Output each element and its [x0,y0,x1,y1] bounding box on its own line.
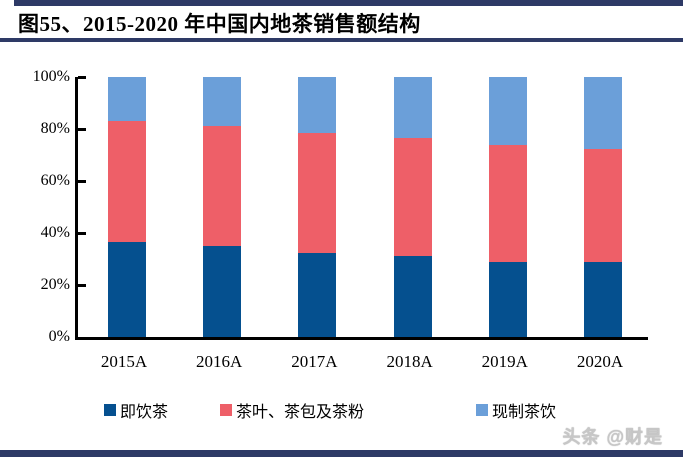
legend-item: 即饮茶 [104,398,168,422]
watermark: 头条 @财是 [562,427,663,447]
bar-segment [393,138,432,257]
bar-segment [203,77,242,127]
legend-label: 即饮茶 [120,404,169,421]
x-axis-tick-label: 2020A [576,352,624,371]
bar-segment [584,261,622,337]
bar-segment [393,77,432,139]
bottom-rule [0,450,683,457]
x-axis-tick-label: 2016A [196,352,243,371]
x-axis-tick-label: 2015A [100,352,148,371]
x-axis-tick-label: 2017A [291,352,338,371]
y-axis-tick-label: 100% [32,68,70,85]
chart-legend: 即饮茶 茶叶、茶包及茶粉 现制茶饮 [104,399,556,421]
bar-stack-2017a [298,77,337,337]
y-axis-tick [78,128,86,131]
x-axis-tick-label: 2018A [386,352,433,371]
top-rule [14,0,683,6]
y-axis-tick [78,180,86,183]
legend-label: 茶叶、茶包及茶粉 [236,404,365,421]
legend-label: 现制茶饮 [492,404,557,421]
y-axis-tick-label: 40% [40,224,70,241]
legend-swatch [476,404,489,416]
bar-stack-2016a [203,77,242,337]
y-axis-tick-label: 0% [48,328,70,345]
bar-segment [393,256,432,337]
bar-segment [298,77,337,133]
bar-segment [108,77,146,122]
bar-segment [584,77,622,149]
x-axis-labels: 2015A 2016A 2017A 2018A 2019A 2020A [75,352,645,376]
legend-swatch [104,404,116,416]
bar-stack-2015a [108,77,146,337]
x-axis-tick-label: 2019A [481,352,528,371]
figure-title: 图55、2015-2020 年中国内地茶销售额结构 [18,12,421,36]
title-underline [0,38,683,42]
bar-segment [488,77,527,145]
bar-segment [203,126,242,246]
bar-stack-2019a [488,77,527,337]
legend-item: 现制茶饮 [476,398,556,422]
bar-segment [584,148,622,262]
legend-swatch [220,404,233,416]
y-axis-tick-label: 60% [40,172,70,189]
y-axis-tick [78,76,86,79]
bar-segment [488,144,527,262]
bar-segment [203,246,242,337]
bar-segment [108,121,146,243]
bar-segment [298,132,337,253]
y-axis-tick-label: 20% [40,276,70,293]
bar-stack-2018a [393,77,432,337]
bar-segment [108,242,146,337]
bar-segment [488,261,527,337]
bar-stack-2020a [584,77,622,337]
y-axis-tick-label: 80% [40,120,70,137]
bar-segment [298,252,337,337]
y-axis-tick [78,284,86,287]
plot-area: 0% 20% 40% 60% 80% 100% [33,68,648,345]
legend-item: 茶叶、茶包及茶粉 [220,398,364,422]
y-axis-tick [78,232,86,235]
